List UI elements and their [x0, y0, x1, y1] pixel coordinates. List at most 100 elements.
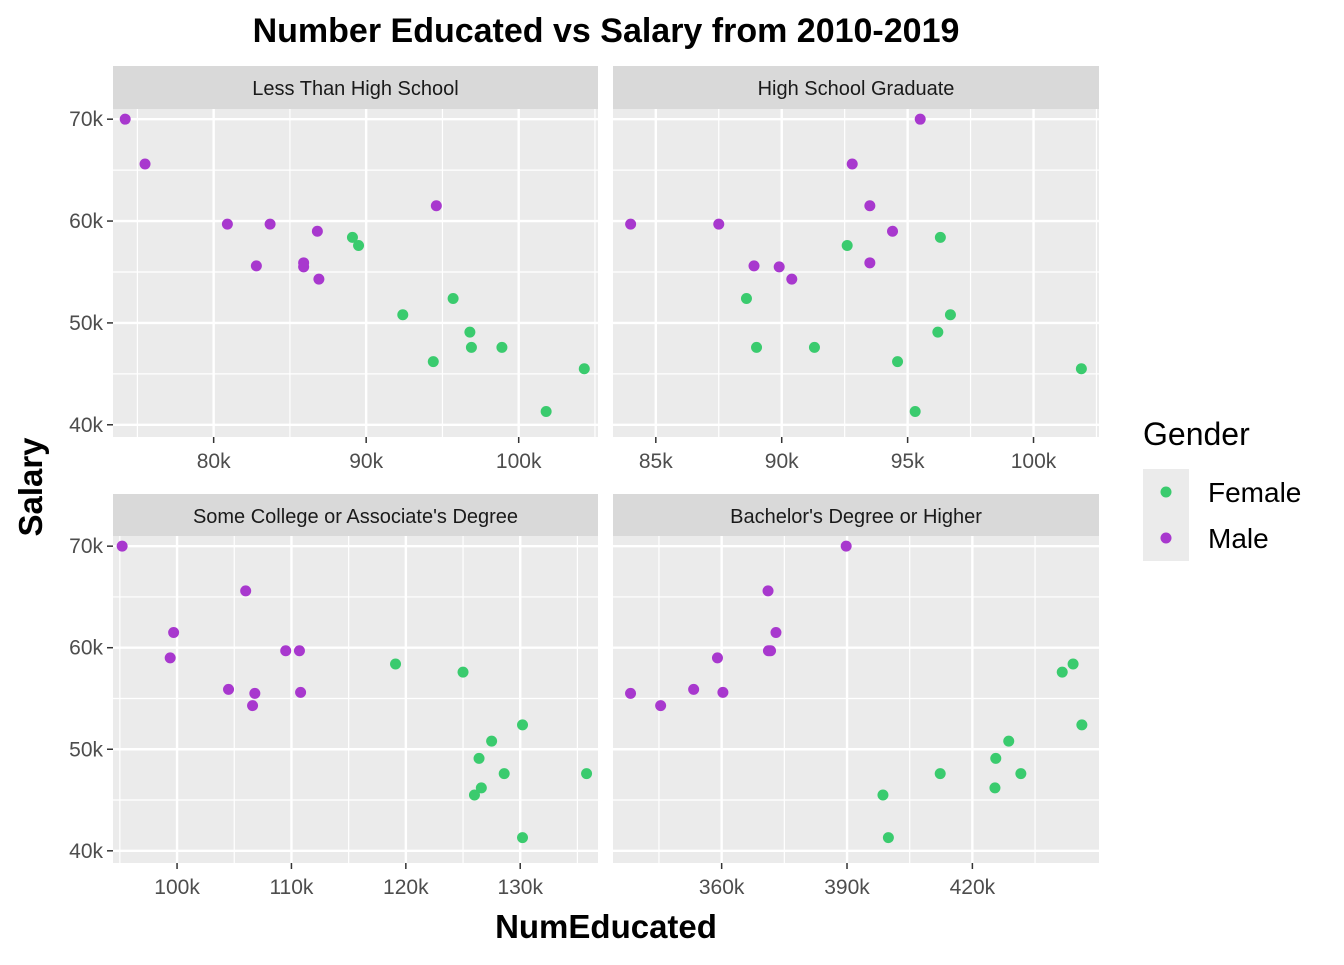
y-tick-label: 40k	[69, 414, 103, 437]
data-point-male	[846, 158, 858, 170]
x-tick-label: 130k	[497, 876, 543, 899]
data-point-male	[295, 686, 307, 698]
data-point-male	[765, 645, 777, 657]
data-point-female	[496, 341, 508, 353]
data-point-female	[390, 658, 402, 670]
data-point-male	[864, 200, 876, 212]
data-point-female	[934, 768, 946, 780]
data-point-female	[353, 239, 365, 251]
facet-panel: Bachelor's Degree or Higher 360k 390k 420k	[613, 494, 1099, 899]
x-tick-label: 420k	[950, 876, 996, 899]
y-tick-label: 60k	[69, 210, 103, 233]
data-point-female	[944, 309, 956, 321]
data-point-female	[932, 326, 944, 338]
data-point-male	[655, 700, 667, 712]
data-point-female	[468, 789, 480, 801]
data-point-male	[293, 645, 305, 657]
legend-title: Gender	[1143, 416, 1250, 452]
panel-background	[113, 109, 598, 437]
data-point-male	[139, 158, 151, 170]
facet-panels: Less Than High School 40k 50k 60k 70k 80k 90k 1…	[69, 66, 1099, 899]
data-point-male	[688, 683, 700, 695]
x-tick-label: 100k	[1011, 450, 1057, 473]
data-point-male	[168, 626, 180, 638]
legend: Gender Female Male	[1143, 416, 1301, 561]
facet-strip	[613, 66, 1099, 109]
y-tick-label: 60k	[69, 637, 103, 660]
data-point-male	[748, 260, 760, 272]
data-point-male	[840, 540, 852, 552]
data-point-male	[713, 218, 725, 230]
facet-strip-label: High School Graduate	[758, 78, 955, 100]
x-tick-label: 95k	[891, 450, 925, 473]
data-point-male	[313, 273, 325, 285]
data-point-male	[247, 700, 259, 712]
data-point-female	[990, 752, 1002, 764]
y-tick-label: 50k	[69, 312, 103, 335]
x-tick-label: 100k	[154, 876, 200, 899]
data-point-female	[1015, 768, 1027, 780]
data-point-female	[909, 406, 921, 418]
data-point-female	[877, 789, 889, 801]
data-point-female	[540, 406, 552, 418]
data-point-female	[498, 768, 510, 780]
facet-panel: Some College or Associate's Degree 40k 50k…	[69, 494, 598, 899]
data-point-female	[934, 231, 946, 243]
data-point-male	[914, 113, 926, 125]
data-point-male	[770, 626, 782, 638]
data-point-female	[475, 782, 487, 794]
legend-label-female: Female	[1208, 477, 1301, 508]
data-point-female	[1003, 735, 1015, 747]
data-point-male	[119, 113, 131, 125]
data-point-male	[223, 683, 235, 695]
facet-panel: High School Graduate 85k 90k 95k 100k	[613, 66, 1099, 473]
legend-marker-male	[1160, 532, 1172, 544]
panel-background	[613, 536, 1099, 863]
data-point-female	[1075, 363, 1087, 375]
x-tick-label: 90k	[765, 450, 799, 473]
x-tick-label: 90k	[349, 450, 383, 473]
data-point-female	[517, 832, 529, 844]
data-point-male	[311, 225, 323, 237]
y-tick-label: 40k	[69, 840, 103, 863]
data-point-male	[625, 687, 637, 699]
facet-strip	[113, 494, 598, 537]
data-point-male	[717, 686, 729, 698]
data-point-female	[578, 363, 590, 375]
x-tick-label: 80k	[197, 450, 231, 473]
data-point-male	[250, 260, 262, 272]
data-point-female	[882, 832, 894, 844]
x-axis-title: NumEducated	[495, 908, 717, 945]
y-tick-label: 70k	[69, 535, 103, 558]
data-point-female	[465, 341, 477, 353]
data-point-male	[887, 225, 899, 237]
y-axis-title: Salary	[12, 437, 49, 537]
data-point-male	[249, 687, 261, 699]
data-point-female	[517, 719, 529, 731]
data-point-female	[346, 231, 358, 243]
data-point-female	[989, 782, 1001, 794]
data-point-male	[711, 652, 723, 664]
facet-strip-label: Some College or Associate's Degree	[193, 506, 518, 528]
x-tick-label: 360k	[699, 876, 745, 899]
facet-strip	[113, 66, 598, 109]
panel-background	[613, 109, 1099, 437]
data-point-male	[298, 261, 310, 273]
data-point-female	[808, 341, 820, 353]
data-point-male	[264, 218, 276, 230]
facet-panel: Less Than High School 40k 50k 60k 70k 80k 90k 1…	[69, 66, 598, 473]
data-point-male	[864, 257, 876, 269]
x-tick-label: 120k	[383, 876, 429, 899]
data-point-male	[786, 273, 798, 285]
data-point-female	[581, 768, 593, 780]
facet-strip-label: Less Than High School	[252, 78, 458, 100]
facet-strip-label: Bachelor's Degree or Higher	[730, 506, 982, 528]
x-tick-label: 390k	[824, 876, 870, 899]
data-point-female	[457, 666, 469, 678]
data-point-female	[447, 292, 459, 304]
data-point-female	[464, 326, 476, 338]
y-tick-label: 50k	[69, 738, 103, 761]
facet-strip	[613, 494, 1099, 537]
x-tick-label: 85k	[639, 450, 673, 473]
